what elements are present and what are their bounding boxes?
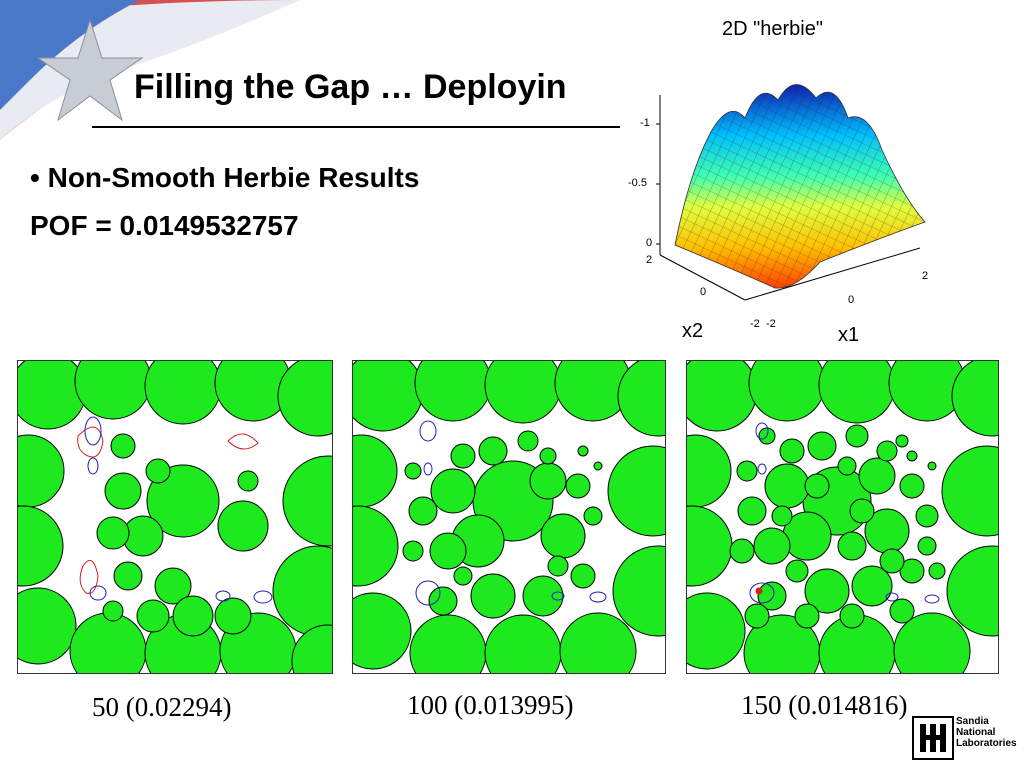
circle-panel-50 xyxy=(17,360,333,674)
surface-plot-title: 2D "herbie" xyxy=(722,18,823,40)
circle-panel-150 xyxy=(686,360,999,674)
bullet-text: Non-Smooth Herbie Results xyxy=(47,162,420,193)
bullet-item: • Non-Smooth Herbie Results xyxy=(30,162,419,194)
x-tick: 2 xyxy=(922,270,929,282)
y-tick: -2 xyxy=(750,318,760,330)
bullet-mark: • xyxy=(30,162,40,193)
circle-panel-100 xyxy=(352,360,666,674)
logo-line: National xyxy=(956,727,996,738)
panel-caption: 50 (0.02294) xyxy=(92,692,232,722)
sandia-logo-icon xyxy=(912,716,954,760)
z-tick: -0.5 xyxy=(628,177,647,189)
panel-caption: 100 (0.013995) xyxy=(407,690,574,720)
sandia-logo-text: Sandia National Laboratories xyxy=(956,716,1017,749)
pof-value: POF = 0.0149532757 xyxy=(30,210,299,241)
z-tick: -1 xyxy=(640,117,650,129)
logo-line: Sandia xyxy=(956,716,989,727)
panel-caption: 150 (0.014816) xyxy=(741,690,908,720)
title-rule xyxy=(92,126,622,128)
surface-plot-graphic xyxy=(656,84,926,301)
flag-star-graphic xyxy=(0,0,300,140)
y-tick: 0 xyxy=(700,286,707,298)
z-tick: 0 xyxy=(646,237,653,249)
y-tick: 2 xyxy=(646,254,653,266)
x-axis-label: x1 xyxy=(838,324,860,346)
surface-plot: 2D "herbie" -1 -0.5 0 2 xyxy=(620,0,950,350)
slide-title: Filling the Gap … Deployin xyxy=(134,68,567,106)
x-tick: 0 xyxy=(848,294,855,306)
y-axis-label: x2 xyxy=(682,320,704,342)
logo-line: Laboratories xyxy=(956,738,1017,749)
x-tick: -2 xyxy=(766,318,776,330)
